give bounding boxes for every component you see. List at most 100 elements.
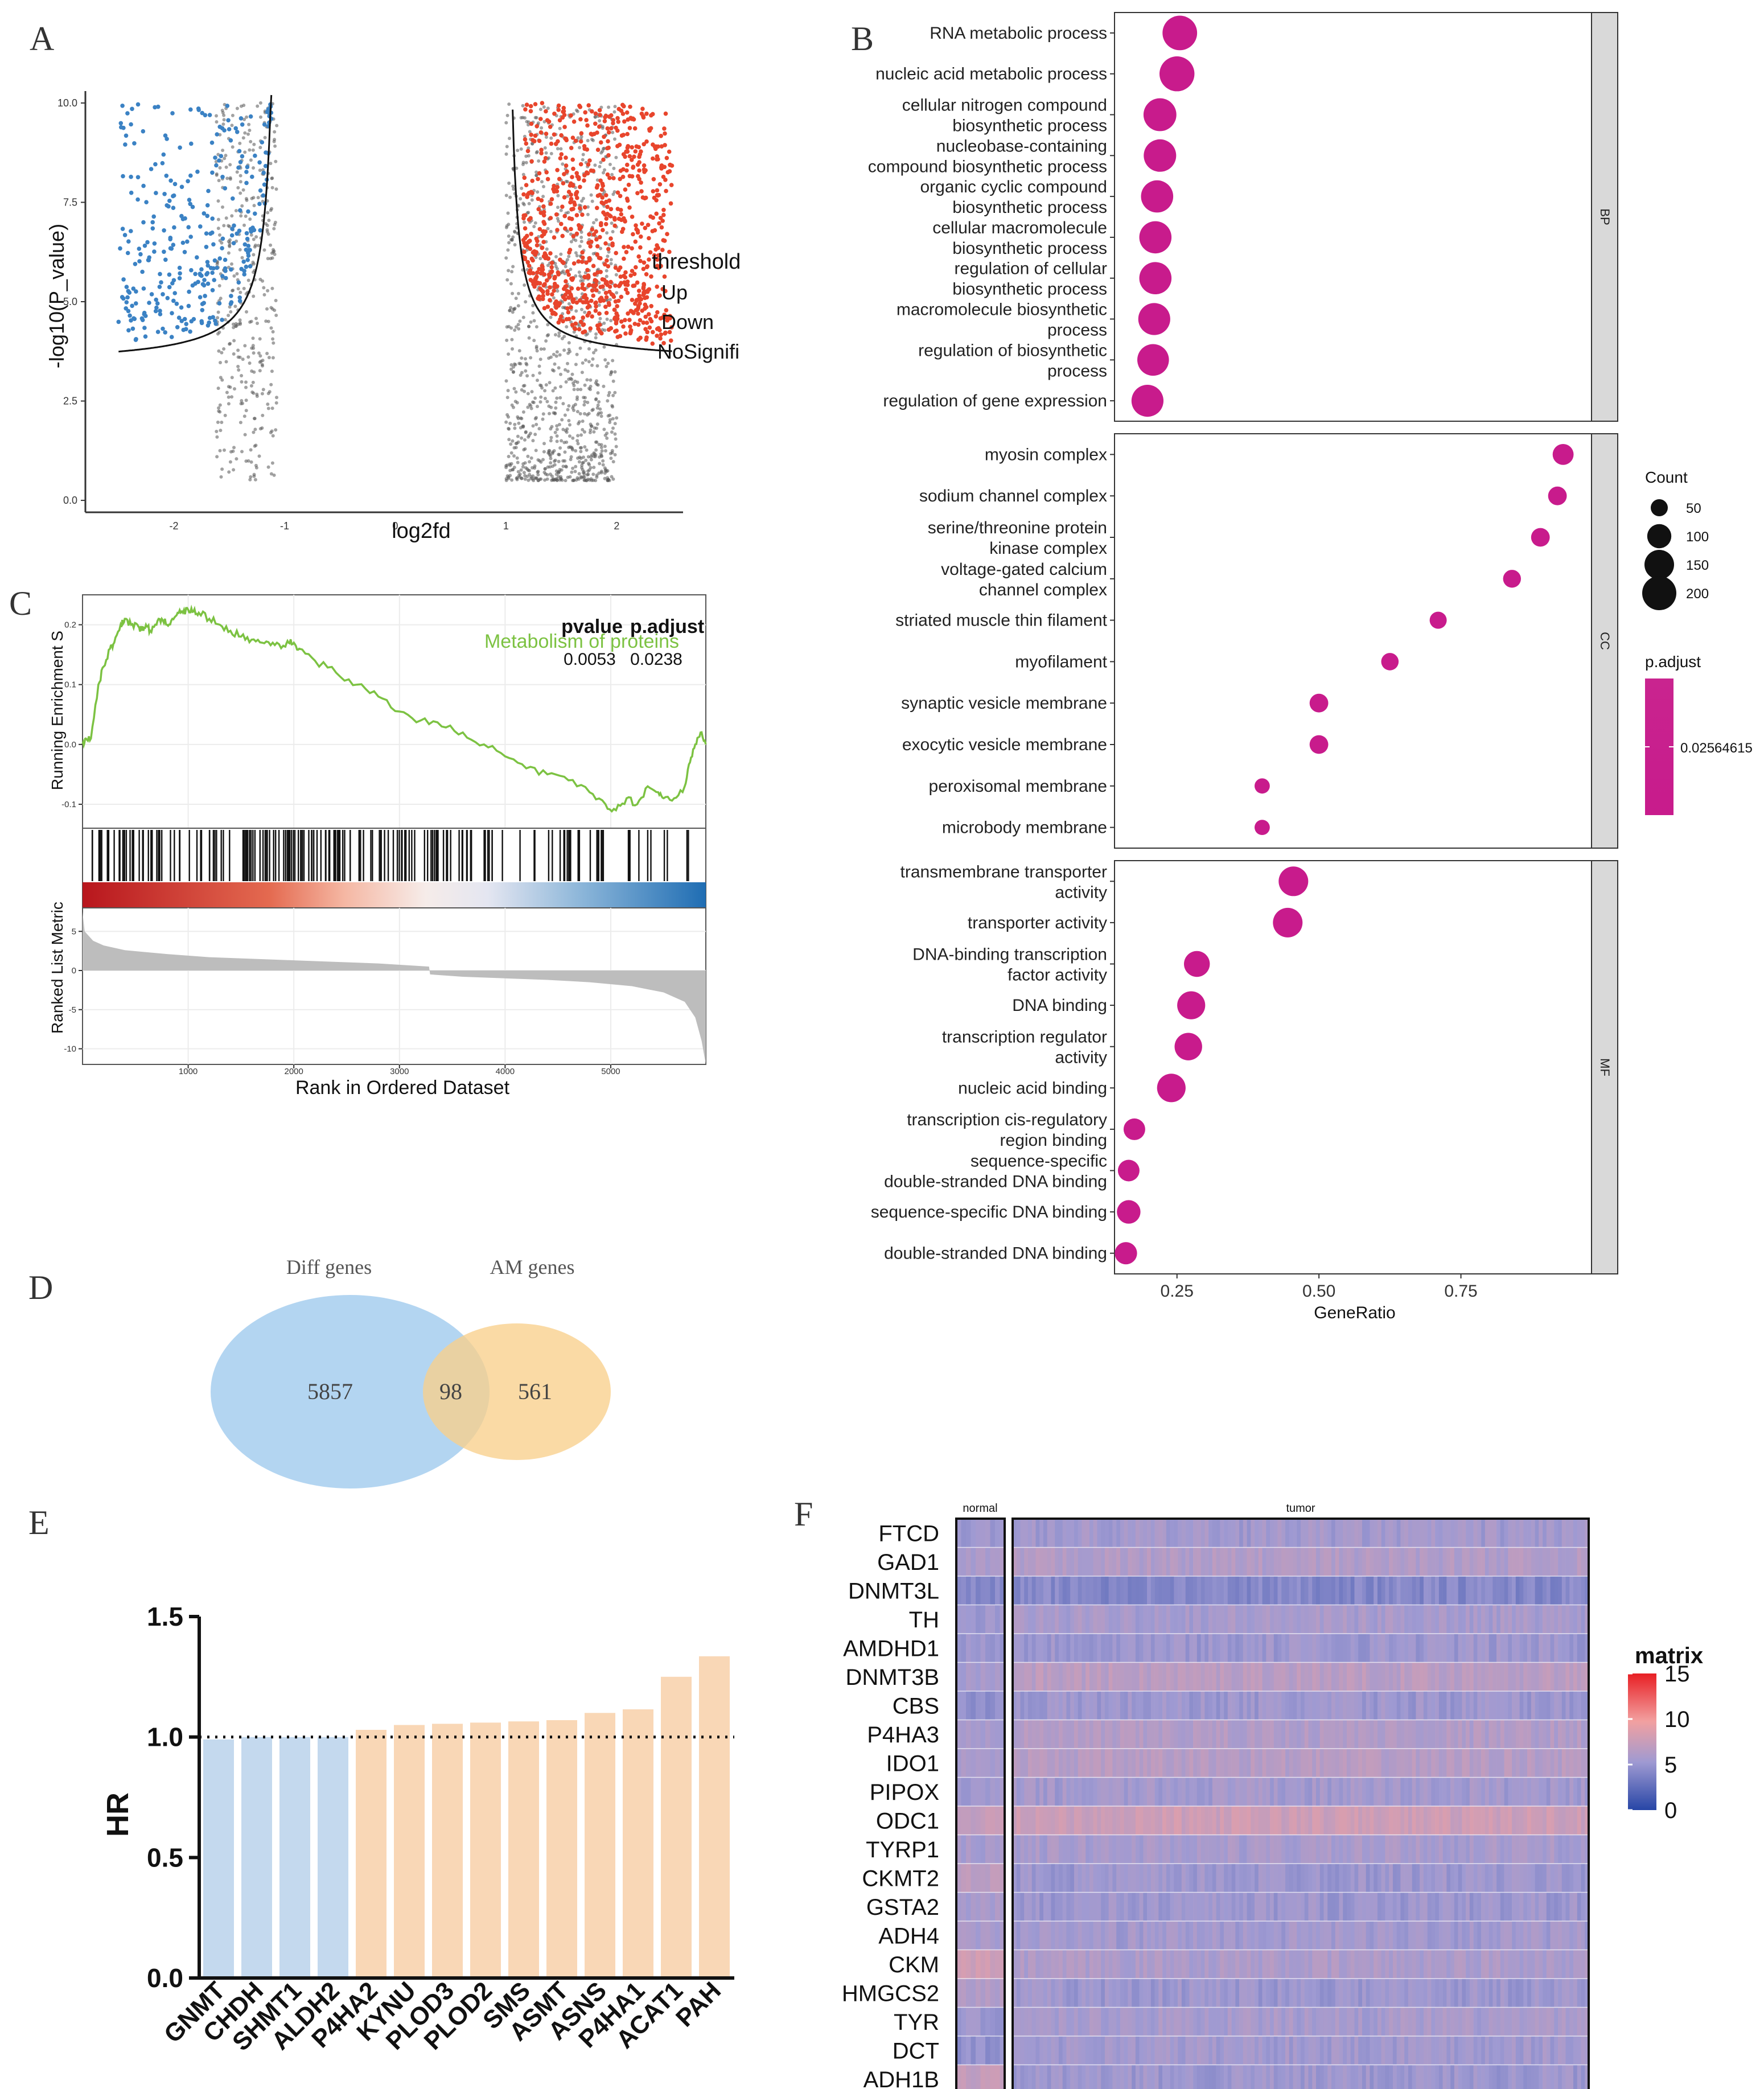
volcano-point-nosignifi [557,334,561,338]
heatmap-cell [1239,1720,1244,1749]
volcano-point-down [142,310,147,315]
volcano-point-up [568,248,573,252]
heatmap-cell [1392,1547,1397,1577]
volcano-point-nosignifi [518,319,522,323]
heatmap-cell [1396,1547,1401,1577]
volcano-point-nosignifi [552,352,556,356]
heatmap-cell [1527,1662,1532,1692]
volcano-point-nosignifi [228,238,232,242]
panel-label-d: D [28,1269,53,1306]
heatmap-cell [1488,1519,1493,1548]
volcano-point-nosignifi [269,257,273,261]
heatmap-cell [1304,1662,1309,1692]
heatmap-cell [1193,1634,1198,1663]
volcano-point-nosignifi [602,146,606,150]
heatmap-cell [1093,1634,1097,1663]
volcano-point-down [262,122,267,127]
heatmap-cell [1013,1835,1017,1864]
heatmap-cell [1108,1634,1113,1663]
heatmap-cell [1515,1691,1520,1720]
heatmap-cell [1396,1835,1401,1864]
volcano-point-nosignifi [531,424,535,428]
heatmap-cell [1185,1519,1190,1548]
heatmap-cell [1412,1777,1416,1807]
volcano-point-nosignifi [595,178,599,182]
heatmap-cell [1339,1547,1343,1577]
heatmap-cell [1366,1777,1370,1807]
volcano-point-nosignifi [274,187,278,191]
volcano-point-nosignifi [516,149,520,153]
volcano-point-nosignifi [569,376,573,380]
volcano-point-nosignifi [534,325,538,329]
heatmap-cell [1565,1806,1570,1835]
heatmap-cell [1469,1806,1474,1835]
heatmap-cell [1166,1720,1170,1749]
heatmap-cell [1128,1777,1132,1807]
volcano-point-nosignifi [528,130,532,134]
volcano-legend-nosignifi: NoSignifi [657,340,739,363]
volcano-point-nosignifi [507,234,511,238]
volcano-point-nosignifi [273,220,277,224]
volcano-point-nosignifi [522,471,526,475]
heatmap-cell [1435,1634,1440,1663]
heatmap-cell [1162,1547,1167,1577]
heatmap-cell [1281,1519,1286,1548]
volcano-point-nosignifi [231,145,235,149]
heatmap-cell [1277,1720,1282,1749]
heatmap-cell [1370,1634,1374,1663]
heatmap-cell [1031,1720,1036,1749]
volcano-point-nosignifi [575,476,579,480]
volcano-point-nosignifi [241,188,245,192]
volcano-point-nosignifi [238,248,242,252]
count-legend-title: Count [1645,468,1688,486]
volcano-point-nosignifi [576,442,580,446]
heatmap-cell [1020,1835,1025,1864]
heatmap-cell [1247,1662,1251,1692]
volcano-point-down [152,249,157,254]
heatmap-cell [1024,1634,1029,1663]
heatmap-cell [1362,1519,1366,1548]
volcano-point-down [210,170,215,175]
heatmap-cell [1558,1777,1562,1807]
volcano-point-down [211,266,216,271]
volcano-point-nosignifi [230,395,234,399]
volcano-point-nosignifi [245,115,249,119]
heatmap-cell [1385,1806,1389,1835]
count-legend-dot [1644,550,1674,579]
heatmap-cell [1251,1547,1255,1577]
volcano-point-nosignifi [605,436,609,440]
heatmap-cell [1327,1576,1332,1605]
heatmap-cell [971,1691,976,1720]
heatmap-cell [1101,1634,1105,1663]
volcano-point-nosignifi [581,153,585,157]
volcano-point-down [229,233,235,238]
heatmap-cell [1051,1777,1055,1807]
volcano-point-nosignifi [251,148,255,152]
volcano-point-nosignifi [595,440,599,444]
volcano-point-down [253,211,257,216]
heatmap-cell [1047,1777,1051,1807]
heatmap-cell [1189,1576,1194,1605]
volcano-point-up [562,297,568,302]
heatmap-cell [1208,1720,1213,1749]
volcano-point-nosignifi [516,323,520,327]
heatmap-cell [1262,1806,1267,1835]
heatmap-cell [1396,1806,1401,1835]
volcano-point-nosignifi [264,319,268,323]
heatmap-cell [1450,1835,1455,1864]
volcano-point-nosignifi [246,132,250,136]
heatmap-cell [1120,1691,1124,1720]
volcano-point-down [248,264,253,269]
heatmap-cell [1170,1806,1174,1835]
volcano-point-nosignifi [216,217,220,221]
volcano-point-nosignifi [246,278,250,282]
heatmap-cell [1031,1777,1036,1807]
heatmap-cell [1000,1547,1005,1577]
heatmap-cell [1104,1806,1109,1835]
heatmap-cell [1481,1662,1486,1692]
heatmap-cell [1558,1547,1562,1577]
hr-bar-chart: 0.00.51.01.5 GNMTCHDHSHMT1ALDH2P4HA2KYNU… [101,1602,734,2057]
heatmap-cell [1273,1519,1278,1548]
heatmap-cell [1150,1576,1155,1605]
heatmap-cell [1323,1720,1328,1749]
